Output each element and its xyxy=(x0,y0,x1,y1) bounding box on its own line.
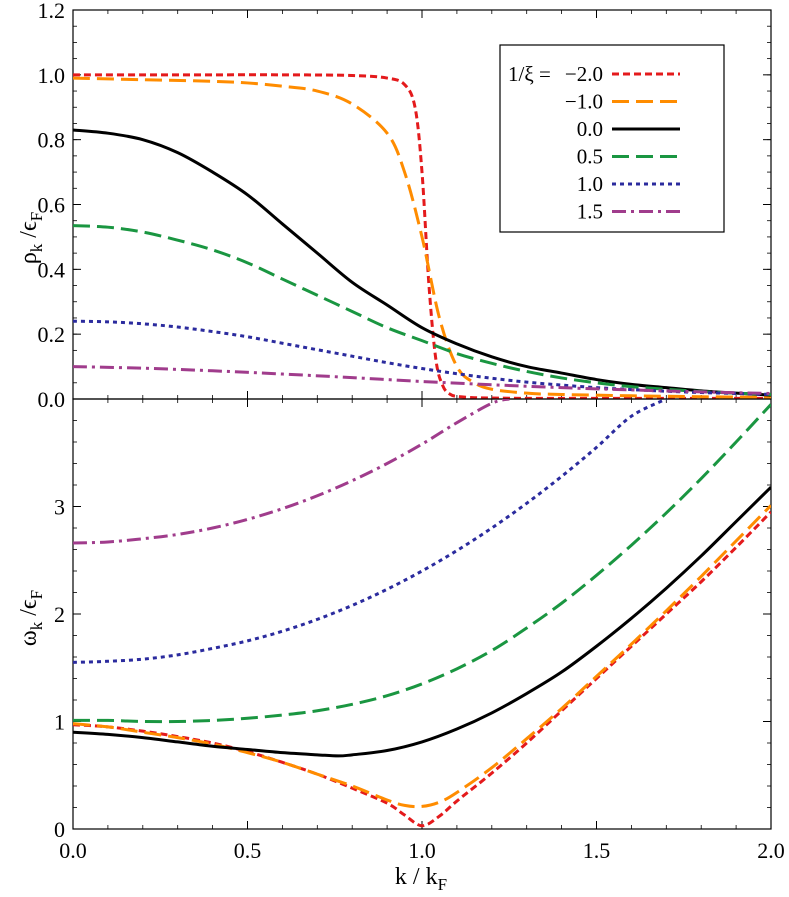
legend-label: −1.0 xyxy=(565,90,603,114)
series-line-top xyxy=(73,76,771,399)
series-line-top xyxy=(73,73,771,399)
xtick-label: 1.0 xyxy=(408,838,436,863)
top-ylabel: ρk /ϵF xyxy=(16,212,46,264)
series-line-bottom xyxy=(73,399,510,545)
top-series xyxy=(73,73,771,399)
ytick-label: 1 xyxy=(54,710,65,735)
top-tick-labels: 0.0 0.2 0.4 0.6 0.8 1.0 1.2 xyxy=(38,0,66,412)
panel-bottom: 0.0 0.5 1.0 1.5 2.0 0 1 2 3 ωk /ϵF k / kF xyxy=(16,398,785,894)
ytick-label: 0.0 xyxy=(38,387,66,412)
legend-label: 1.0 xyxy=(577,172,603,196)
legend-title: 1/ξ = xyxy=(508,62,551,86)
series-line-top xyxy=(73,319,771,396)
xtick-label: 1.5 xyxy=(583,838,611,863)
legend-label: 1.5 xyxy=(577,200,603,224)
top-ticks xyxy=(72,9,772,400)
legend-label: 0.5 xyxy=(577,145,603,169)
ytick-label: 0.6 xyxy=(38,193,66,218)
series-line-bottom xyxy=(73,504,771,809)
ytick-label: 0.8 xyxy=(38,128,66,153)
series-line-top xyxy=(73,128,771,397)
legend-entries: −2.0 −1.0 0.0 0.5 1.0 1.5 xyxy=(565,62,680,224)
xtick-label: 0.5 xyxy=(234,838,262,863)
xlabel: k / kF xyxy=(395,864,447,894)
series-line-top xyxy=(73,365,771,395)
bottom-series xyxy=(73,399,771,828)
panel-top: 0.00.20.40.60.81.01.2 ρk /ϵF 1/ξ = −2.0−… xyxy=(16,0,772,412)
legend-label: 0.0 xyxy=(577,117,603,141)
ytick-label: 0 xyxy=(54,817,65,842)
series-line-top xyxy=(73,224,771,396)
series-line-bottom xyxy=(73,403,771,724)
legend-box xyxy=(499,44,725,233)
ytick-label: 0.2 xyxy=(38,322,66,347)
bottom-ticks xyxy=(72,398,772,830)
legend: 1/ξ = −2.0 −1.0 0.0 0.5 1.0 1.5 xyxy=(499,44,725,233)
xtick-label: 0.0 xyxy=(59,838,87,863)
ytick-label: 2 xyxy=(54,602,65,627)
series-line-bottom xyxy=(73,399,667,664)
series-line-bottom xyxy=(73,486,771,758)
bottom-tick-labels: 0.0 0.5 1.0 1.5 2.0 0 1 2 3 xyxy=(54,495,785,864)
series-line-bottom xyxy=(73,510,771,828)
plot-frame-bottom xyxy=(72,398,772,830)
ytick-label: 0.4 xyxy=(38,257,66,282)
legend-label: −2.0 xyxy=(565,62,603,86)
ytick-label: 1.0 xyxy=(38,63,66,88)
bottom-ylabel: ωk /ϵF xyxy=(16,590,46,646)
ytick-label: 3 xyxy=(54,495,65,520)
ytick-label: 1.2 xyxy=(38,0,66,23)
xtick-label: 2.0 xyxy=(757,838,785,863)
